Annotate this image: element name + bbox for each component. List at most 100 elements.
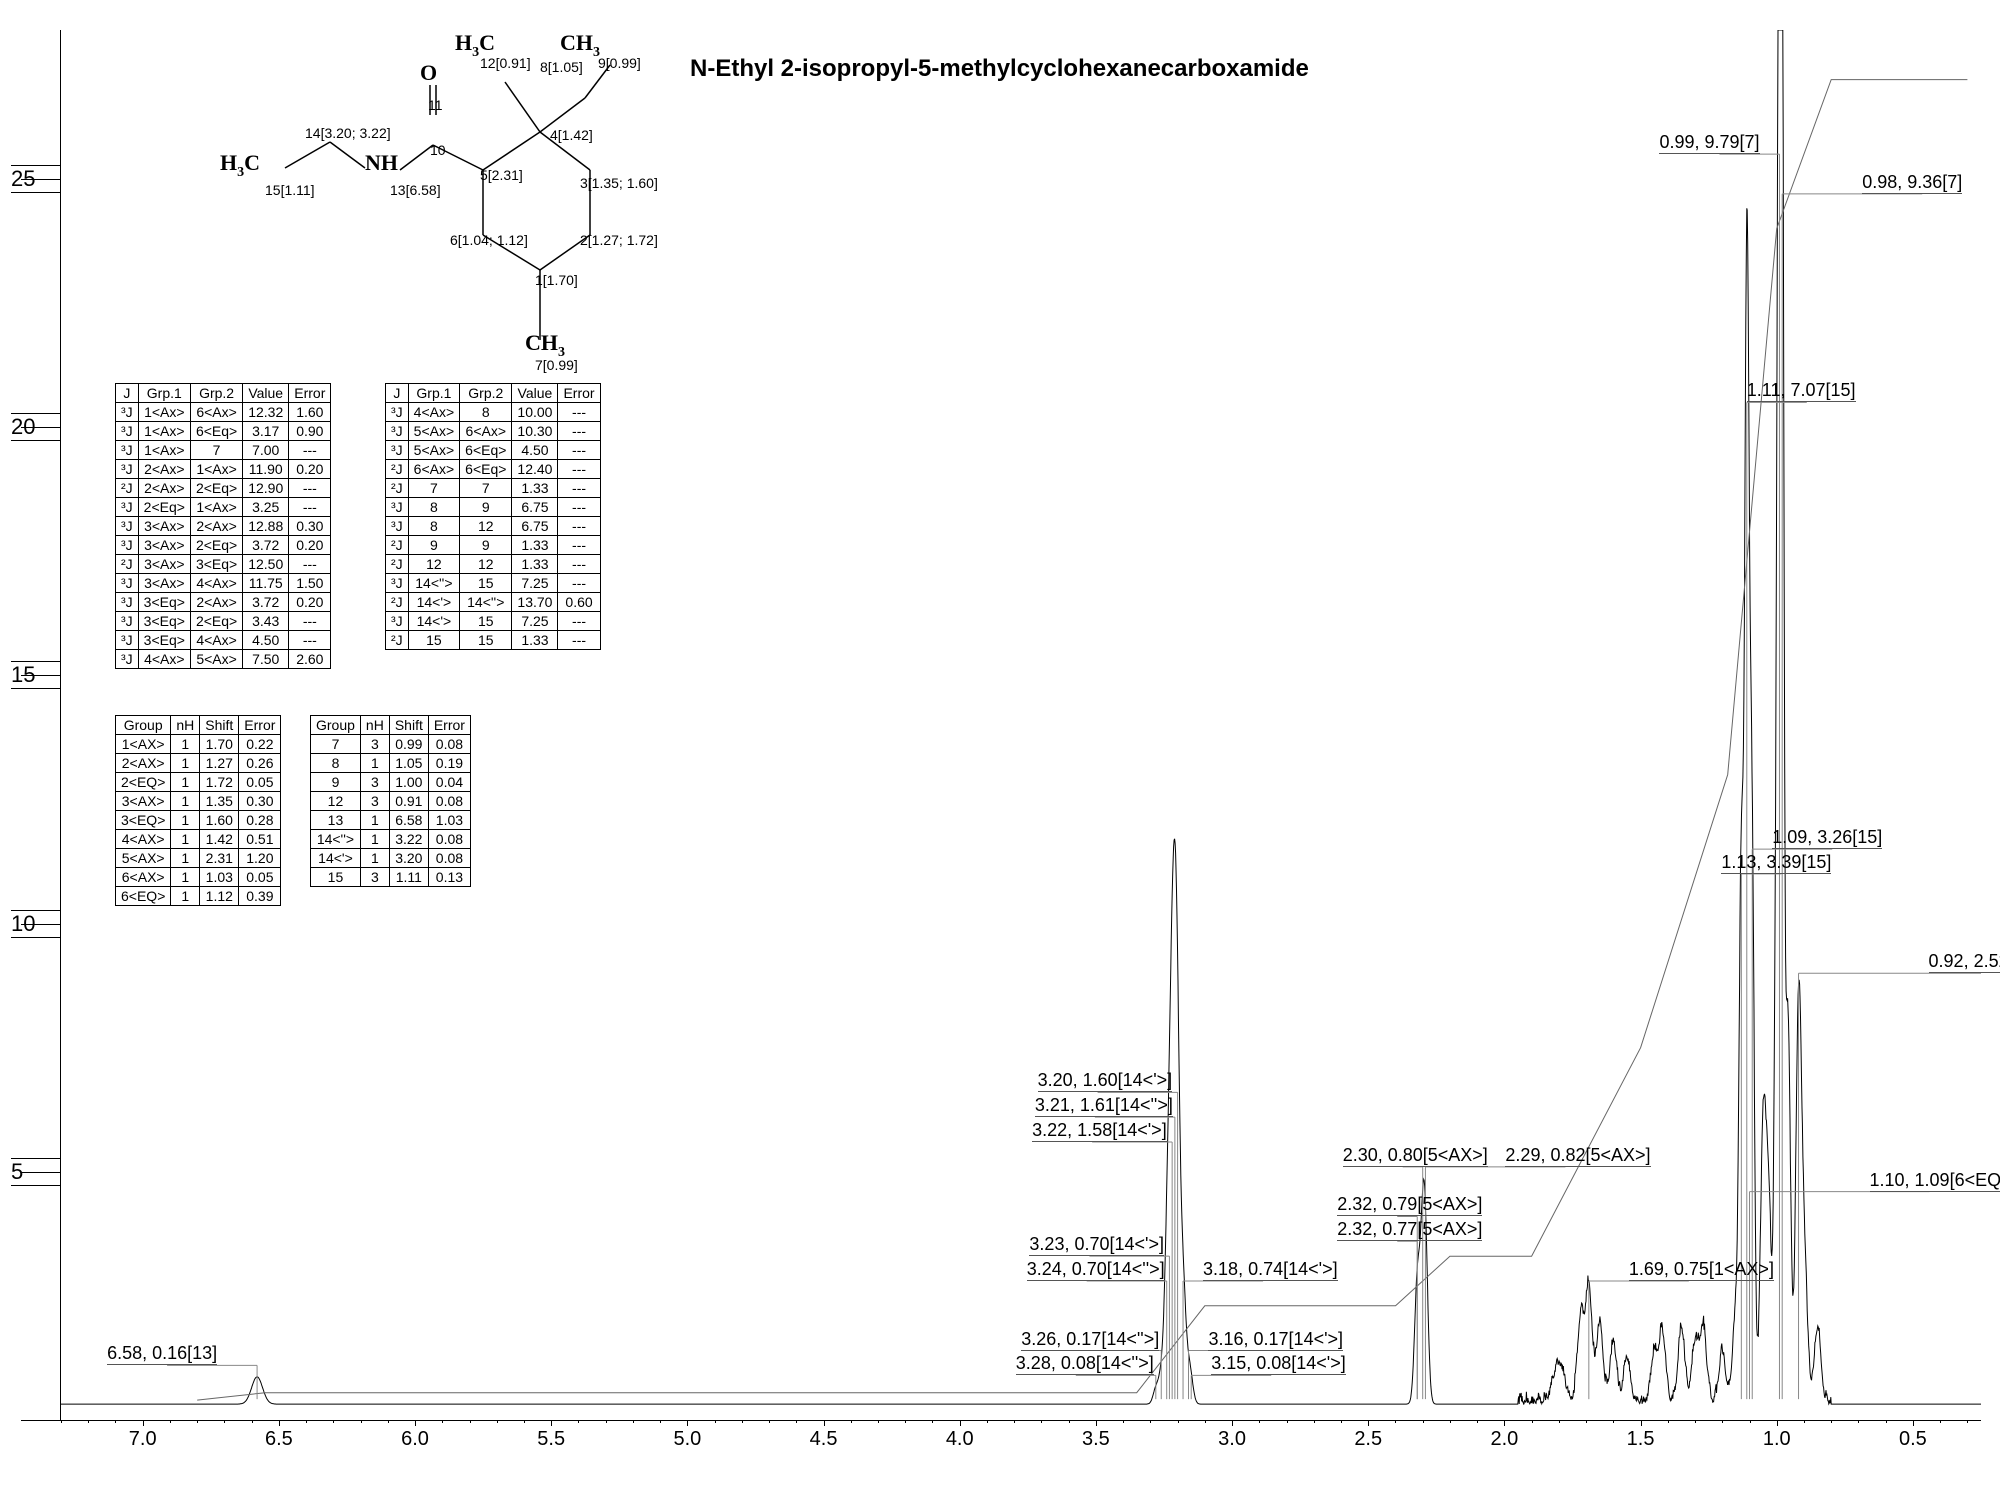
peak-label: 0.99, 9.79[7] (1659, 132, 1759, 154)
peak-label: 3.22, 1.58[14<'>] (1032, 1120, 1167, 1142)
table-row: ³J3<Eq>4<Ax>4.50--- (116, 631, 331, 650)
svg-text:2[1.27; 1.72]: 2[1.27; 1.72] (580, 232, 658, 248)
table-row: ³J896.75--- (386, 498, 601, 517)
x-tick-label: 1.5 (1627, 1428, 1655, 1451)
peak-label: 2.32, 0.79[5<AX>] (1337, 1194, 1482, 1216)
peak-label: 3.28, 0.08[14<''>] (1016, 1353, 1154, 1375)
peak-label: 3.23, 0.70[14<'>] (1029, 1234, 1164, 1256)
x-tick-label: 2.5 (1354, 1428, 1382, 1451)
table-row: ³J4<Ax>810.00--- (386, 403, 601, 422)
peak-label: 3.16, 0.17[14<'>] (1208, 1329, 1343, 1351)
table-row: 3<EQ>11.600.28 (116, 811, 281, 830)
y-tick-label: 25 (11, 165, 61, 193)
table-row: ²J3<Ax>3<Eq>12.50--- (116, 555, 331, 574)
table-row: 14<'>13.200.08 (311, 849, 471, 868)
svg-text:15[1.11]: 15[1.11] (265, 182, 315, 198)
peak-label: 1.13, 3.39[15] (1721, 852, 1831, 874)
table-row: ³J3<Ax>2<Eq>3.720.20 (116, 536, 331, 555)
molecule-structure: H3CCH3ONHH3CCH312[0.91]8[1.05]9[0.99]111… (110, 20, 600, 370)
svg-text:12[0.91]: 12[0.91] (480, 55, 531, 71)
svg-text:1[1.70]: 1[1.70] (535, 272, 578, 288)
svg-text:CH3: CH3 (560, 30, 600, 60)
peak-label: 2.29, 0.82[5<AX>] (1505, 1145, 1650, 1167)
table-row: ³J1<Ax>6<Eq>3.170.90 (116, 422, 331, 441)
y-tick-label: 20 (11, 413, 61, 441)
table-row: ²J6<Ax>6<Eq>12.40--- (386, 460, 601, 479)
x-tick-label: 5.5 (537, 1428, 565, 1451)
table-row: ³J5<Ax>6<Eq>4.50--- (386, 441, 601, 460)
svg-text:5[2.31]: 5[2.31] (480, 167, 523, 183)
svg-text:4[1.42]: 4[1.42] (550, 127, 593, 143)
peak-label: 1.69, 0.75[1<AX>] (1629, 1259, 1774, 1281)
table-row: ³J3<Ax>2<Ax>12.880.30 (116, 517, 331, 536)
table-row: ³J1<Ax>77.00--- (116, 441, 331, 460)
table-row: 5<AX>12.311.20 (116, 849, 281, 868)
table-row: ²J771.33--- (386, 479, 601, 498)
table-row: 1531.110.13 (311, 868, 471, 887)
y-tick-label: 5 (11, 1158, 61, 1186)
x-tick-label: 3.0 (1218, 1428, 1246, 1451)
table-row: 730.990.08 (311, 735, 471, 754)
table-row: ³J3<Ax>4<Ax>11.751.50 (116, 574, 331, 593)
peak-label: 0.92, 2.52[12] (1929, 951, 2000, 973)
peak-label: 1.10, 1.09[6<EQ>] (1870, 1170, 2000, 1192)
svg-text:8[1.05]: 8[1.05] (540, 59, 583, 75)
coupling-table-right: JGrp.1Grp.2ValueError³J4<Ax>810.00---³J5… (385, 383, 601, 650)
table-row: ³J2<Ax>1<Ax>11.900.20 (116, 460, 331, 479)
svg-text:7[0.99]: 7[0.99] (535, 357, 578, 373)
table-row: ²J12121.33--- (386, 555, 601, 574)
peak-label: 3.26, 0.17[14<''>] (1021, 1329, 1159, 1351)
table-row: 1316.581.03 (311, 811, 471, 830)
table-row: 4<AX>11.420.51 (116, 830, 281, 849)
x-tick-label: 0.5 (1899, 1428, 1927, 1451)
table-row: 811.050.19 (311, 754, 471, 773)
peak-label: 6.58, 0.16[13] (107, 1343, 217, 1365)
peak-label: 2.32, 0.77[5<AX>] (1337, 1219, 1482, 1241)
table-row: ³J8126.75--- (386, 517, 601, 536)
table-row: ³J1<Ax>6<Ax>12.321.60 (116, 403, 331, 422)
peak-label: 2.30, 0.80[5<AX>] (1343, 1145, 1488, 1167)
peak-label: 3.15, 0.08[14<'>] (1211, 1353, 1346, 1375)
table-row: ³J14<''>157.25--- (386, 574, 601, 593)
peak-label: 3.24, 0.70[14<''>] (1027, 1259, 1165, 1281)
svg-text:13[6.58]: 13[6.58] (390, 182, 441, 198)
table-row: ³J4<Ax>5<Ax>7.502.60 (116, 650, 331, 669)
table-row: ²J15151.33--- (386, 631, 601, 650)
svg-text:NH: NH (365, 150, 398, 175)
peak-label: 3.21, 1.61[14<''>] (1035, 1095, 1173, 1117)
peak-label: 0.98, 9.36[7] (1862, 172, 1962, 194)
shift-table-left: GroupnHShiftError1<AX>11.700.222<AX>11.2… (115, 715, 281, 906)
table-row: ³J3<Eq>2<Ax>3.720.20 (116, 593, 331, 612)
table-row: 1230.910.08 (311, 792, 471, 811)
table-row: 2<AX>11.270.26 (116, 754, 281, 773)
y-tick-label: 15 (11, 661, 61, 689)
x-tick-label: 7.0 (129, 1428, 157, 1451)
svg-text:6[1.04; 1.12]: 6[1.04; 1.12] (450, 232, 528, 248)
peak-label: 3.20, 1.60[14<'>] (1038, 1070, 1173, 1092)
table-row: 6<AX>11.030.05 (116, 868, 281, 887)
shift-table-right: GroupnHShiftError730.990.08811.050.19931… (310, 715, 471, 887)
x-tick-label: 2.0 (1490, 1428, 1518, 1451)
svg-text:CH3: CH3 (525, 330, 565, 360)
table-row: ³J14<'>157.25--- (386, 612, 601, 631)
table-row: 1<AX>11.700.22 (116, 735, 281, 754)
svg-text:10: 10 (430, 142, 446, 158)
x-tick-label: 6.0 (401, 1428, 429, 1451)
table-row: 6<EQ>11.120.39 (116, 887, 281, 906)
table-row: ³J3<Eq>2<Eq>3.43--- (116, 612, 331, 631)
peak-label: 1.11, 7.07[15] (1747, 380, 1856, 402)
coupling-table-left: JGrp.1Grp.2ValueError³J1<Ax>6<Ax>12.321.… (115, 383, 331, 669)
peak-label: 3.18, 0.74[14<'>] (1203, 1259, 1338, 1281)
x-tick-label: 4.5 (810, 1428, 838, 1451)
x-tick-label: 6.5 (265, 1428, 293, 1451)
table-row: 931.000.04 (311, 773, 471, 792)
table-row: ²J2<Ax>2<Eq>12.90--- (116, 479, 331, 498)
table-row: ²J991.33--- (386, 536, 601, 555)
y-tick-label: 10 (11, 910, 61, 938)
svg-text:H3C: H3C (220, 150, 260, 180)
table-row: ³J2<Eq>1<Ax>3.25--- (116, 498, 331, 517)
svg-text:3[1.35; 1.60]: 3[1.35; 1.60] (580, 175, 658, 191)
table-row: 3<AX>11.350.30 (116, 792, 281, 811)
peak-label: 1.09, 3.26[15] (1772, 827, 1882, 849)
table-row: ³J5<Ax>6<Ax>10.30--- (386, 422, 601, 441)
